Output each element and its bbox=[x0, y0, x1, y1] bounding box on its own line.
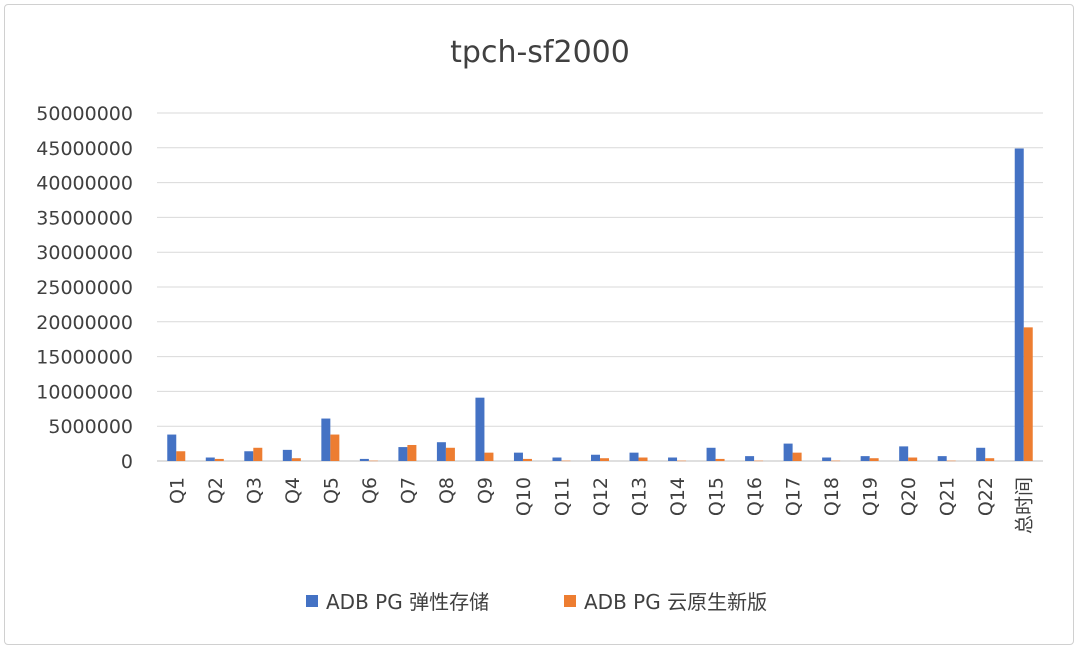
x-tick-label: Q16 bbox=[744, 477, 766, 516]
y-tick-label: 0 bbox=[121, 451, 133, 473]
x-tick-label: Q18 bbox=[821, 477, 843, 516]
bar bbox=[368, 460, 378, 462]
bar bbox=[946, 460, 956, 462]
x-tick-label: Q2 bbox=[205, 477, 227, 504]
y-tick-label: 35000000 bbox=[36, 207, 133, 229]
legend-swatch bbox=[564, 595, 576, 607]
bar bbox=[754, 460, 764, 462]
bar bbox=[591, 454, 600, 461]
bar bbox=[715, 458, 725, 461]
bar bbox=[214, 458, 224, 461]
y-tick-label: 10000000 bbox=[36, 381, 133, 403]
bar bbox=[167, 434, 177, 461]
x-tick-label: Q6 bbox=[359, 477, 381, 504]
bar bbox=[561, 460, 571, 462]
bar bbox=[908, 457, 918, 461]
bar bbox=[244, 451, 254, 461]
x-tick-label: Q11 bbox=[551, 477, 573, 516]
bar bbox=[869, 458, 879, 461]
bar bbox=[629, 452, 639, 461]
x-tick-label: Q7 bbox=[397, 477, 419, 504]
bar bbox=[1014, 148, 1024, 461]
bar bbox=[552, 457, 562, 461]
chart-title: tpch-sf2000 bbox=[450, 35, 630, 70]
x-tick-label: Q1 bbox=[166, 477, 188, 504]
bar bbox=[176, 451, 186, 461]
bar bbox=[475, 397, 485, 461]
bar bbox=[436, 442, 446, 461]
legend: ADB PG 弹性存储 ADB PG 云原生新版 bbox=[306, 590, 767, 614]
bar bbox=[253, 447, 263, 461]
bar bbox=[359, 458, 369, 461]
bar bbox=[638, 457, 648, 461]
y-tick-label: 30000000 bbox=[36, 242, 133, 264]
x-tick-label: Q19 bbox=[860, 477, 882, 516]
legend-swatch bbox=[306, 595, 318, 607]
x-axis: Q1 Q2 Q3 Q4 Q5 Q6 Q7 Q8 Q9 Q10 Q11 Q12 Q13 Q14 Q15 Q16 Q… bbox=[166, 477, 1035, 534]
bar bbox=[522, 458, 532, 461]
x-tick-label: Q22 bbox=[975, 477, 997, 516]
x-tick-label: Q8 bbox=[436, 477, 458, 504]
bar bbox=[1023, 327, 1033, 461]
x-tick-label: Q13 bbox=[629, 477, 651, 516]
legend-label: ADB PG 云原生新版 bbox=[584, 590, 767, 614]
bar bbox=[398, 447, 408, 461]
x-tick-label: 总时间 bbox=[1014, 477, 1036, 534]
x-tick-label: Q21 bbox=[937, 477, 959, 516]
bar bbox=[445, 447, 455, 461]
bar bbox=[985, 458, 995, 461]
x-tick-label: Q17 bbox=[783, 477, 805, 516]
legend-label: ADB PG 弹性存储 bbox=[326, 590, 489, 614]
y-tick-label: 25000000 bbox=[36, 277, 133, 299]
x-tick-label: Q15 bbox=[706, 477, 728, 516]
x-tick-label: Q5 bbox=[320, 477, 342, 504]
bar bbox=[205, 457, 215, 461]
bar bbox=[513, 452, 523, 461]
x-tick-label: Q3 bbox=[243, 477, 265, 504]
y-tick-label: 45000000 bbox=[36, 138, 133, 160]
y-tick-label: 20000000 bbox=[36, 312, 133, 334]
bar bbox=[745, 456, 755, 461]
bar bbox=[282, 449, 292, 461]
x-tick-label: Q14 bbox=[667, 477, 689, 516]
x-tick-label: Q20 bbox=[898, 477, 920, 516]
bar bbox=[976, 447, 986, 461]
bars bbox=[167, 148, 1033, 462]
y-tick-label: 5000000 bbox=[48, 416, 133, 438]
bar bbox=[484, 452, 494, 461]
x-tick-label: Q9 bbox=[474, 477, 496, 504]
x-tick-label: Q10 bbox=[513, 477, 535, 516]
bar bbox=[330, 434, 340, 461]
bar bbox=[407, 444, 417, 461]
x-tick-label: Q4 bbox=[282, 477, 304, 504]
y-axis: 0 5000000 10000000 15000000 20000000 25000000… bbox=[36, 103, 133, 473]
y-tick-label: 15000000 bbox=[36, 347, 133, 369]
y-tick-label: 50000000 bbox=[36, 103, 133, 125]
bar bbox=[860, 456, 870, 461]
bar bbox=[291, 458, 301, 461]
y-tick-label: 40000000 bbox=[36, 173, 133, 195]
bar bbox=[783, 443, 793, 461]
bar bbox=[706, 447, 716, 461]
chart-frame bbox=[4, 4, 1074, 645]
bar bbox=[792, 452, 802, 461]
gridlines bbox=[157, 112, 1043, 462]
bar bbox=[822, 457, 832, 461]
x-tick-label: Q12 bbox=[590, 477, 612, 516]
bar bbox=[668, 457, 678, 461]
bar bbox=[831, 460, 841, 462]
bar bbox=[321, 418, 331, 461]
bar bbox=[600, 458, 609, 461]
bar bbox=[937, 456, 947, 461]
bar bbox=[899, 446, 909, 461]
bar bbox=[677, 460, 687, 462]
